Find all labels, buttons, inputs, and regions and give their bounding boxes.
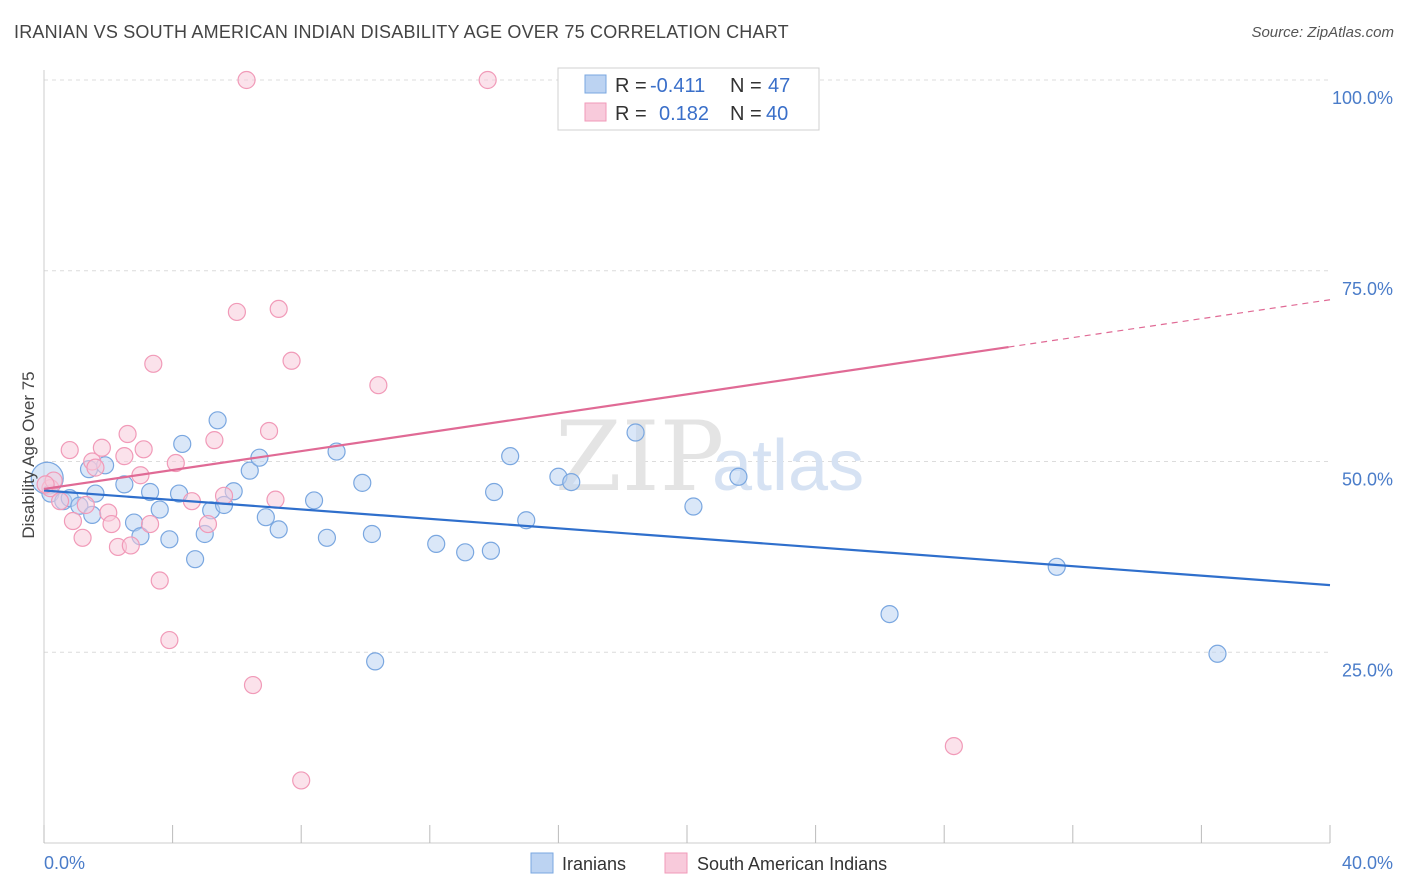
point-series-0-33 xyxy=(427,534,446,554)
point-series-1-35 xyxy=(369,376,388,395)
point-series-0-30 xyxy=(353,473,372,492)
point-series-0-45 xyxy=(1047,557,1066,576)
point-series-0-42 xyxy=(684,497,703,516)
point-series-0-43 xyxy=(729,467,748,486)
point-series-1-15 xyxy=(121,536,140,555)
point-series-0-17 xyxy=(186,550,205,569)
point-series-1-17 xyxy=(134,440,153,459)
series-legend-label-south-american-indians: South American Indians xyxy=(697,854,887,874)
watermark-atlas-text: atlas xyxy=(712,426,864,506)
watermark-zip-text: ZIP xyxy=(555,401,724,513)
point-series-1-26 xyxy=(214,486,234,505)
point-series-1-30 xyxy=(259,421,279,441)
point-series-1-27 xyxy=(227,302,246,322)
legend-swatch-south-american-indians xyxy=(584,102,607,122)
point-series-1-13 xyxy=(115,447,134,466)
point-series-0-34 xyxy=(456,543,475,562)
point-series-0-35 xyxy=(481,541,500,560)
legend-swatch-iranians xyxy=(584,74,607,94)
series-legend-label-iranians: Iranians xyxy=(562,854,626,874)
source-label: Source: ZipAtlas.com xyxy=(1251,24,1394,41)
point-series-1-3 xyxy=(60,440,79,460)
point-series-0-16 xyxy=(173,434,192,454)
y-tick-label-3: 100.0% xyxy=(1332,88,1393,108)
legend-n-value-2: 40 xyxy=(766,103,788,125)
trend-lines xyxy=(43,299,1331,587)
point-series-0-44 xyxy=(880,604,899,624)
point-series-0-38 xyxy=(517,511,536,530)
legend-n-label-2: N = xyxy=(730,103,762,125)
point-series-0-25 xyxy=(256,508,275,527)
chart-title: IRANIAN VS SOUTH AMERICAN INDIAN DISABIL… xyxy=(14,22,789,42)
y-tick-label-2: 75.0% xyxy=(1342,279,1393,299)
y-axis-label: Disability Age Over 75 xyxy=(19,371,38,538)
point-series-1-9 xyxy=(92,438,111,457)
legend: R = -0.411 N = 47 R = 0.182 N = 40 xyxy=(557,67,820,131)
x-tick-label-0: 0.0% xyxy=(44,853,85,873)
point-series-0-46 xyxy=(1208,644,1227,663)
axes xyxy=(43,70,1331,844)
trend-line-extension-series-1 xyxy=(1008,299,1331,348)
point-series-1-38 xyxy=(944,736,963,756)
point-series-1-19 xyxy=(144,354,163,373)
y-tick-label-0: 25.0% xyxy=(1342,660,1393,680)
legend-r-value-1: -0.411 xyxy=(650,75,705,97)
point-series-1-11 xyxy=(102,514,121,534)
point-series-0-27 xyxy=(304,491,324,510)
y-tick-label-1: 50.0% xyxy=(1342,470,1393,490)
point-series-0-23 xyxy=(240,461,259,480)
point-series-1-20 xyxy=(150,571,169,590)
point-series-1-5 xyxy=(73,528,92,547)
point-series-1-6 xyxy=(76,495,95,515)
point-series-1-28 xyxy=(237,70,256,90)
point-series-1-33 xyxy=(282,351,301,370)
point-series-1-29 xyxy=(243,675,263,695)
point-series-1-8 xyxy=(86,458,105,477)
point-series-1-36 xyxy=(478,70,497,90)
point-series-0-41 xyxy=(626,423,645,442)
trend-line-series-1 xyxy=(43,345,1009,491)
tick-labels: 25.0% 50.0% 75.0% 100.0% 0.0% 40.0% xyxy=(44,88,1393,873)
point-series-1-18 xyxy=(140,514,160,534)
point-series-0-32 xyxy=(366,652,385,671)
point-series-0-26 xyxy=(269,520,288,539)
point-series-1-32 xyxy=(269,299,288,318)
watermark: ZIP atlas xyxy=(555,401,864,513)
point-series-0-40 xyxy=(562,473,581,492)
point-series-1-25 xyxy=(205,431,224,450)
x-tick-label-1: 40.0% xyxy=(1342,853,1393,873)
point-series-1-21 xyxy=(160,630,179,650)
point-series-1-2 xyxy=(50,492,70,511)
legend-r-value-2: 0.182 xyxy=(659,103,709,125)
point-series-1-14 xyxy=(118,424,137,444)
series-legend-swatch-iranians xyxy=(530,852,554,874)
point-series-0-36 xyxy=(485,482,504,502)
data-points xyxy=(30,70,1227,790)
point-series-1-24 xyxy=(198,514,218,534)
grid-lines xyxy=(44,79,1330,653)
point-series-1-34 xyxy=(292,771,311,790)
point-series-0-12 xyxy=(140,482,160,502)
point-series-1-31 xyxy=(266,490,285,509)
legend-n-value-1: 47 xyxy=(768,75,790,97)
legend-n-label-1: N = xyxy=(730,75,762,97)
legend-r-label-2: R = xyxy=(615,103,647,125)
point-series-0-13 xyxy=(150,500,169,519)
legend-r-label-1: R = xyxy=(615,75,647,97)
point-series-0-14 xyxy=(160,530,179,549)
point-series-0-37 xyxy=(501,447,520,466)
series-legend-swatch-south-american-indians xyxy=(664,852,688,874)
series-legend: Iranians South American Indians xyxy=(530,852,887,874)
trend-line-series-0 xyxy=(43,489,1331,587)
point-series-0-9 xyxy=(115,475,134,494)
point-series-1-22 xyxy=(166,453,185,473)
point-series-1-4 xyxy=(63,511,83,531)
point-series-0-28 xyxy=(317,528,337,547)
point-series-0-31 xyxy=(362,524,382,544)
point-series-0-20 xyxy=(208,411,227,430)
